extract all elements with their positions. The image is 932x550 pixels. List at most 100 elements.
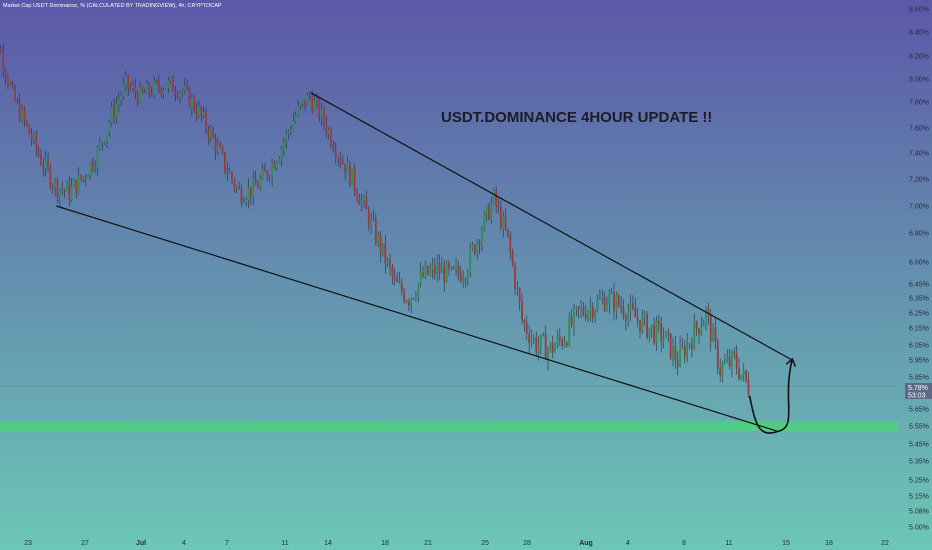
candle [42,158,45,177]
candle [365,190,368,210]
y-tick-label: 5.65% [909,407,929,414]
candle [601,289,604,305]
candle [594,308,597,323]
candle [455,257,457,277]
candle [544,325,547,360]
candle [429,263,431,277]
candle [660,316,663,353]
candle [358,193,361,205]
candle [261,163,264,180]
candle [214,133,217,161]
candle [535,331,538,358]
candle [2,43,5,78]
candle [370,212,373,234]
candle [669,332,672,361]
candle [634,297,637,318]
candle [292,113,295,132]
candle [377,231,380,247]
candle [37,145,40,158]
candle [221,144,224,155]
candle [492,188,495,205]
candle [51,183,54,194]
candle [285,129,288,149]
candle [523,318,526,332]
y-tick-label: 5.45% [909,442,929,449]
last-price-value: 5.78% [908,385,928,392]
candle [157,74,160,94]
candle [240,184,243,208]
candle [412,297,415,300]
candle [700,316,703,337]
candle [139,81,141,105]
candle [738,358,740,382]
candle [577,306,580,319]
candle [195,101,198,122]
candle [384,234,387,275]
candle [96,145,99,176]
candle [398,271,401,284]
x-tick-label: 11 [281,540,288,547]
candle [249,186,252,206]
candle [325,116,328,139]
candle [495,186,498,214]
candle [530,329,533,348]
candle [386,257,389,268]
candle [723,353,726,365]
candle [620,296,623,314]
candle [174,85,177,102]
x-tick-label: 11 [725,540,732,547]
candle [40,148,42,167]
candle [396,272,398,283]
candle [183,78,186,94]
candle [485,205,488,222]
candle [419,262,422,288]
candle [610,287,613,295]
candle [400,277,403,296]
candle [424,260,427,280]
candle [233,177,236,193]
candle [405,299,408,304]
candle [132,79,134,92]
candle [410,297,413,314]
candle [127,75,130,96]
candle [695,320,698,337]
candle [714,318,717,350]
projection-arrow [748,360,792,434]
candle [686,333,689,363]
candle [297,99,299,117]
y-tick-label: 5.15% [909,494,929,501]
candle [650,324,653,339]
candle [407,298,410,312]
x-tick-label: 4 [182,540,186,547]
candle [481,226,483,252]
candle [582,301,585,317]
candle [165,88,167,91]
candle [672,337,674,367]
y-tick-label: 7.40% [909,151,929,158]
candle [75,179,78,199]
candle [438,254,441,281]
candle [615,291,618,320]
candle [532,334,535,345]
candle [570,309,573,328]
candle [176,90,179,100]
candle [318,96,321,122]
candle [483,211,486,232]
candle [551,335,554,359]
candle [742,363,745,382]
candle [264,162,266,172]
candle [66,180,68,192]
candle [728,348,731,370]
candle [509,231,512,261]
candle [323,105,325,131]
candle [21,104,24,123]
candle [690,337,693,358]
y-tick-label: 6.35% [909,296,929,303]
y-tick-label: 5.85% [909,375,929,382]
candle [238,181,240,190]
candle [389,253,391,276]
candle [28,124,31,135]
candle [653,317,656,346]
candle [448,260,450,276]
